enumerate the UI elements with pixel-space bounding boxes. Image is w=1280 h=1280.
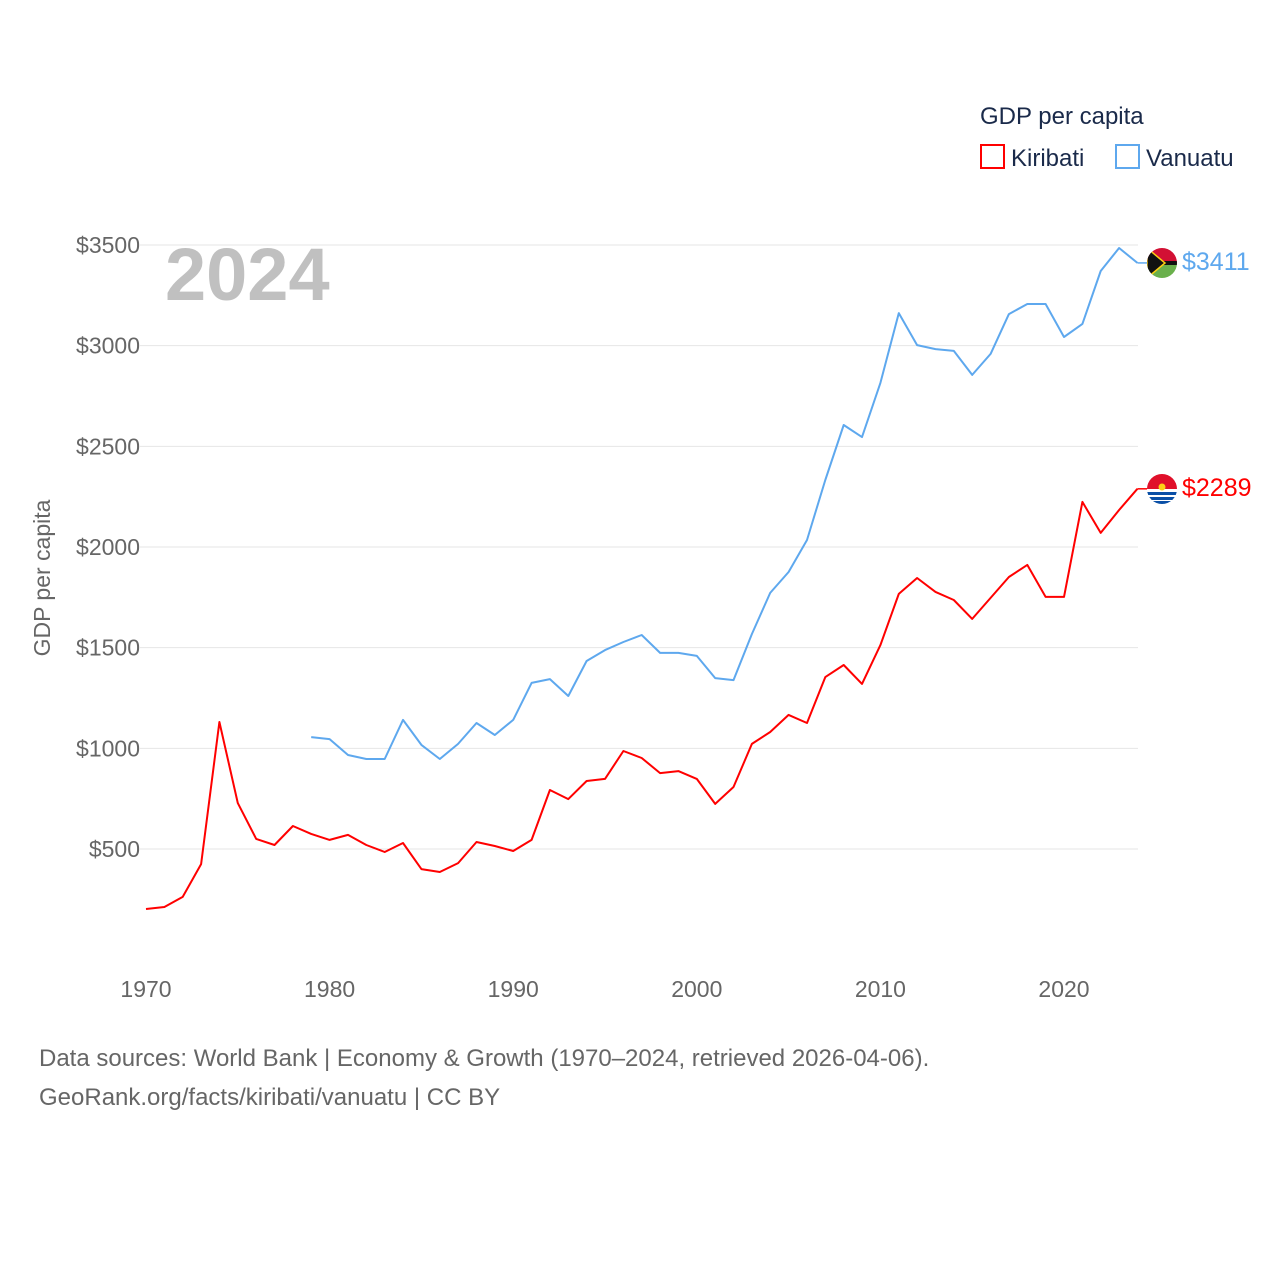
y-tick-label: $3500 (76, 232, 140, 258)
x-tick-label: 1990 (488, 976, 539, 1002)
x-tick-label: 2000 (671, 976, 722, 1002)
y-tick-label: $2500 (76, 433, 140, 459)
y-tick-label: $2000 (76, 534, 140, 560)
series-line-vanuatu (311, 247, 1139, 760)
legend-label-kiribati[interactable]: Kiribati (1011, 145, 1084, 172)
legend: GDP per capita Kiribati Vanuatu (980, 103, 1234, 172)
series-lines (145, 247, 1147, 910)
legend-title: GDP per capita (980, 103, 1144, 130)
footer-sources: Data sources: World Bank | Economy & Gro… (39, 1045, 930, 1072)
legend-swatch-kiribati[interactable] (980, 144, 1005, 169)
y-tick-label: $1000 (76, 735, 140, 761)
footer-link[interactable]: GeoRank.org/facts/kiribati/vanuatu | CC … (39, 1084, 501, 1111)
y-tick-label: $3000 (76, 333, 140, 359)
legend-swatch-vanuatu[interactable] (1115, 144, 1140, 169)
vanuatu-end-label: $3411 (1182, 248, 1250, 276)
vanuatu-flag-icon (1147, 248, 1177, 278)
x-axis-ticks: 1970 1980 1990 2000 2010 2020 (120, 976, 1089, 1002)
x-tick-label: 1970 (120, 976, 171, 1002)
y-axis-ticks: $500 $1000 $1500 $2000 $2500 $3000 $3500 (76, 232, 140, 862)
kiribati-flag-icon (1147, 474, 1177, 504)
series-line-kiribati (145, 488, 1139, 910)
x-tick-label: 2010 (855, 976, 906, 1002)
y-tick-label: $500 (89, 836, 140, 862)
grid-lines (140, 244, 1138, 850)
legend-label-vanuatu[interactable]: Vanuatu (1146, 145, 1234, 172)
x-tick-label: 1980 (304, 976, 355, 1002)
year-label: 2024 (165, 233, 330, 316)
kiribati-end-label: $2289 (1182, 474, 1252, 502)
y-tick-label: $1500 (76, 635, 140, 661)
x-tick-label: 2020 (1038, 976, 1089, 1002)
y-axis-label: GDP per capita (29, 499, 55, 656)
